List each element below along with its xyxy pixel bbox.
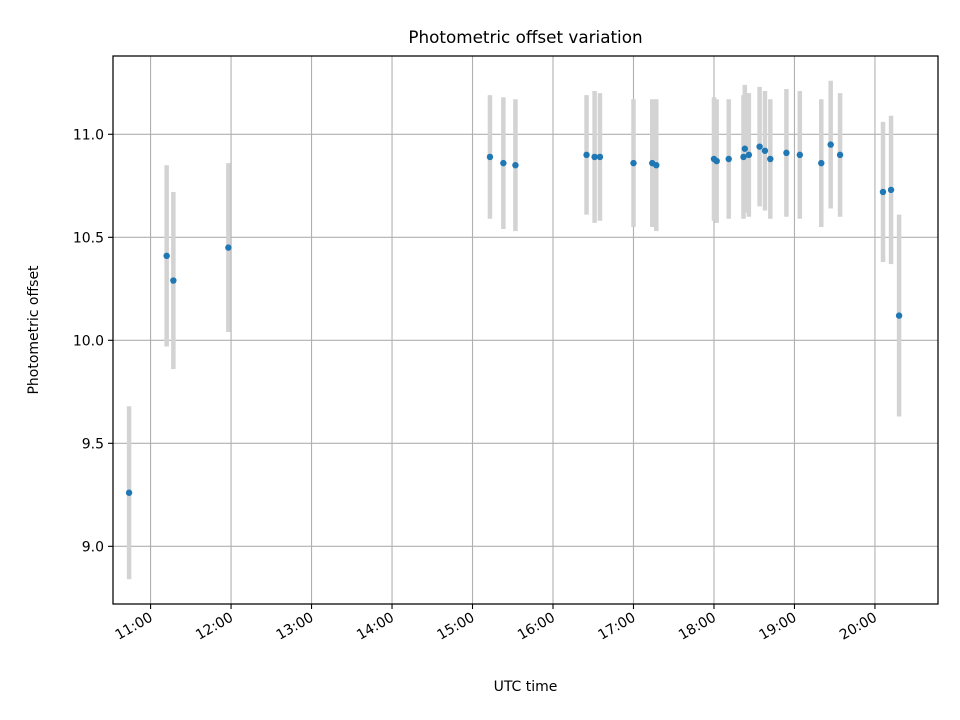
chart-title: Photometric offset variation xyxy=(408,27,642,47)
data-point xyxy=(761,147,769,154)
data-point xyxy=(486,153,494,161)
data-point xyxy=(591,153,598,161)
data-point xyxy=(512,161,519,169)
data-point xyxy=(725,155,732,163)
data-point xyxy=(170,277,177,284)
data-point xyxy=(125,489,133,496)
data-point xyxy=(756,143,763,150)
data-point xyxy=(836,151,844,159)
data-point xyxy=(713,157,720,165)
y-tick-label: 10.5 xyxy=(73,230,104,246)
data-points xyxy=(125,141,903,496)
data-point xyxy=(745,151,753,159)
data-point xyxy=(225,244,232,251)
y-tick-label: 10.0 xyxy=(73,333,104,349)
data-point xyxy=(583,151,590,159)
data-point xyxy=(887,186,895,194)
data-point xyxy=(596,153,604,161)
data-point xyxy=(163,252,170,260)
data-point xyxy=(741,145,749,152)
data-point xyxy=(500,159,507,167)
data-point xyxy=(630,159,637,167)
plot-frame xyxy=(112,55,939,605)
data-point xyxy=(818,159,825,167)
y-axis-ticks: 9.0 9.5 10.0 10.5 11.0 xyxy=(73,127,113,555)
data-point xyxy=(740,153,747,161)
y-tick-label: 9.5 xyxy=(82,436,104,452)
data-point xyxy=(895,312,903,319)
data-point xyxy=(767,155,774,163)
data-point xyxy=(796,151,804,159)
data-point xyxy=(783,149,790,157)
y-tick-label: 11.0 xyxy=(73,127,104,143)
data-point xyxy=(879,188,887,196)
data-point xyxy=(653,161,660,169)
y-axis-label: Photometric offset xyxy=(26,265,42,395)
y-tick-label: 9.0 xyxy=(82,539,104,555)
data-point xyxy=(827,141,834,148)
x-axis-label: UTC time xyxy=(494,679,558,695)
